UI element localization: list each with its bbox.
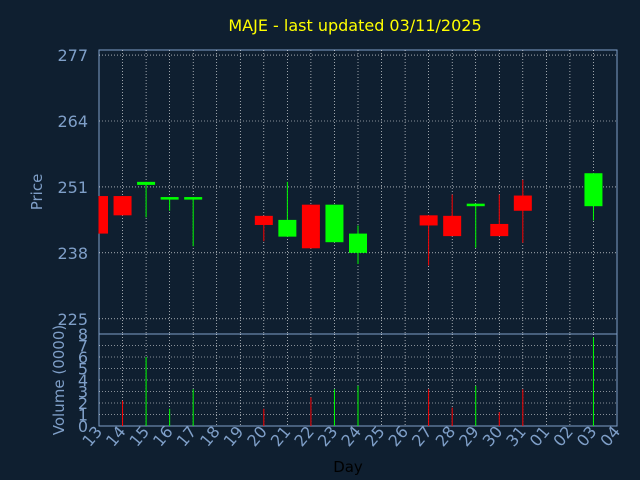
x-tick-label: 18 bbox=[196, 422, 224, 450]
price-tick-label: 277 bbox=[57, 46, 88, 65]
volume-tick-label: 2 bbox=[78, 394, 88, 413]
x-tick-label: 30 bbox=[479, 422, 507, 450]
candle-body bbox=[443, 215, 462, 237]
x-tick-label: 31 bbox=[502, 422, 530, 450]
candle-body bbox=[113, 196, 132, 216]
x-tick-label: 17 bbox=[173, 422, 201, 450]
candle-body bbox=[584, 173, 603, 207]
x-tick-label: 23 bbox=[314, 422, 342, 450]
x-tick-label: 02 bbox=[549, 422, 577, 450]
price-tick-label: 251 bbox=[57, 178, 88, 197]
volume-tick-label: 3 bbox=[78, 383, 88, 402]
x-tick-label: 29 bbox=[455, 422, 483, 450]
x-tick-label: 24 bbox=[337, 422, 365, 450]
x-tick-label: 20 bbox=[243, 422, 271, 450]
volume-bars bbox=[122, 337, 594, 426]
volume-axis-label: Volume (0000) bbox=[50, 325, 68, 435]
candle-body bbox=[349, 233, 367, 253]
price-y-ticks: 277 264 251 238 225 bbox=[57, 46, 88, 329]
x-tick-label: 26 bbox=[385, 422, 413, 450]
volume-tick-label: 8 bbox=[78, 325, 88, 344]
price-grid bbox=[99, 50, 617, 334]
candle-body bbox=[325, 204, 344, 243]
volume-tick-label: 7 bbox=[78, 337, 88, 356]
x-tick-label: 27 bbox=[408, 422, 436, 450]
x-tick-label: 15 bbox=[126, 422, 154, 450]
price-tick-label: 238 bbox=[57, 244, 88, 263]
price-tick-label: 225 bbox=[57, 310, 88, 329]
price-axis-label: Price bbox=[28, 174, 46, 211]
volume-tick-label: 1 bbox=[78, 406, 88, 425]
x-axis-label: Day bbox=[333, 458, 363, 476]
candle-body bbox=[490, 223, 509, 237]
x-tick-label: 04 bbox=[596, 422, 624, 450]
volume-tick-label: 0 bbox=[78, 417, 88, 436]
volume-tick-label: 5 bbox=[78, 360, 88, 379]
x-tick-label: 01 bbox=[526, 422, 554, 450]
candle-body bbox=[513, 195, 532, 211]
price-tick-label: 264 bbox=[57, 112, 88, 131]
candle-body bbox=[184, 197, 203, 200]
x-tick-label: 14 bbox=[102, 422, 130, 450]
x-ticks: 1314151617181920212223242526272829303101… bbox=[78, 422, 624, 450]
candle-body bbox=[466, 203, 485, 207]
x-tick-label: 25 bbox=[361, 422, 389, 450]
x-tick-label: 22 bbox=[290, 422, 318, 450]
candle-body bbox=[278, 219, 297, 237]
candle-body bbox=[160, 197, 179, 200]
x-tick-label: 21 bbox=[267, 422, 295, 450]
x-tick-label: 03 bbox=[573, 422, 601, 450]
candle-body bbox=[254, 215, 273, 225]
candle-body bbox=[99, 196, 108, 234]
x-tick-label: 16 bbox=[149, 422, 177, 450]
x-tick-label: 19 bbox=[220, 422, 248, 450]
candles bbox=[98, 173, 603, 266]
x-tick-label: 28 bbox=[432, 422, 460, 450]
price-panel: 277 264 251 238 225 bbox=[57, 46, 618, 335]
volume-tick-label: 6 bbox=[78, 348, 88, 367]
candle-body bbox=[137, 181, 156, 185]
volume-tick-label: 4 bbox=[78, 371, 88, 390]
candle-body bbox=[301, 204, 320, 249]
chart-title: MAJE - last updated 03/11/2025 bbox=[228, 16, 481, 35]
candle-body bbox=[419, 215, 438, 226]
